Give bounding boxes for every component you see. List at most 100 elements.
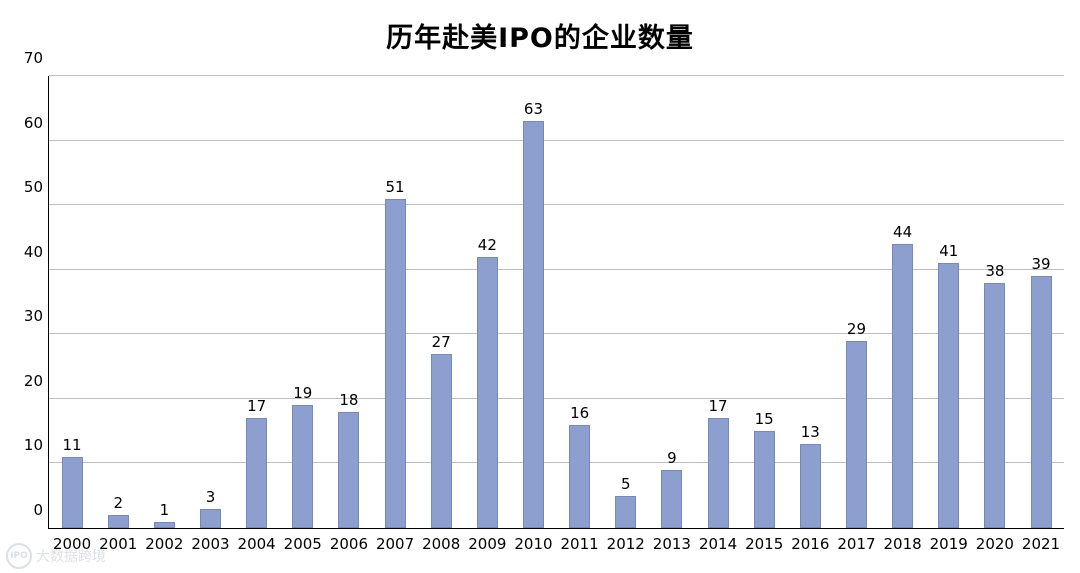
bar-2002	[153, 521, 175, 528]
x-tick-label-2009: 2009	[468, 535, 507, 553]
y-tick-label-70: 70	[23, 49, 43, 67]
bar-column-2020: 38 2020	[972, 76, 1018, 553]
gridline-70	[49, 75, 1064, 76]
x-tick-label-2010: 2010	[514, 535, 553, 553]
x-tick-label-2008: 2008	[422, 535, 461, 553]
x-tick-label-2003: 2003	[191, 535, 230, 553]
plot-area: 0 10 20 30 40 50 60 70 11 2000 2 2001 1 2002 3 2003 17 2…	[24, 49, 1064, 553]
bar-column-2015: 15 2015	[741, 76, 787, 553]
bar-column-2014: 17 2014	[695, 76, 741, 553]
x-tick-label-2018: 2018	[883, 535, 922, 553]
bar-column-2019: 41 2019	[926, 76, 972, 553]
y-tick-label-50: 50	[23, 178, 43, 197]
x-tick-label-2019: 2019	[929, 535, 968, 553]
value-label-2019: 41	[939, 242, 959, 261]
bar-2001	[107, 515, 129, 528]
x-tick-label-2001: 2001	[99, 535, 138, 553]
value-label-2017: 29	[846, 319, 866, 338]
bar-2018	[892, 243, 914, 528]
x-tick-label-2011: 2011	[560, 535, 599, 553]
bar-column-2018: 44 2018	[880, 76, 926, 553]
x-tick-label-2007: 2007	[375, 535, 415, 553]
bar-column-2004: 17 2004	[234, 76, 280, 553]
value-label-2016: 13	[800, 423, 820, 442]
value-label-2007: 51	[385, 177, 405, 196]
bar-column-2005: 19 2005	[280, 76, 326, 553]
bar-column-2013: 9 2013	[649, 76, 695, 553]
bar-column-2000: 11 2000	[49, 76, 95, 553]
bar-2005	[292, 405, 314, 528]
x-tick-label-2016: 2016	[791, 535, 830, 553]
x-tick-label-2013: 2013	[652, 535, 691, 553]
bar-2006	[338, 411, 360, 528]
x-tick-label-2005: 2005	[283, 535, 322, 553]
bar-columns: 11 2000 2 2001 1 2002 3 2003 17 2004 19 2005 18 2006 5…	[49, 76, 1064, 553]
bar-2015	[753, 431, 775, 528]
bar-column-2021: 39 2021	[1018, 76, 1064, 553]
value-label-2000: 11	[62, 435, 82, 454]
value-label-2002: 1	[159, 500, 170, 519]
bar-2007	[384, 198, 406, 528]
gridline-60	[49, 139, 1064, 141]
bar-2014	[707, 418, 729, 528]
bar-2017	[845, 340, 867, 528]
x-tick-label-2000: 2000	[52, 535, 92, 553]
value-label-2006: 18	[339, 390, 359, 409]
bar-2021	[1030, 276, 1052, 528]
bar-column-2008: 27 2008	[418, 76, 464, 553]
value-label-2008: 27	[431, 332, 451, 351]
bar-2003	[199, 508, 221, 528]
value-label-2005: 19	[293, 384, 313, 403]
bar-column-2009: 42 2009	[464, 76, 510, 553]
x-tick-label-2014: 2014	[698, 535, 738, 553]
bar-column-2002: 1 2002	[141, 76, 187, 553]
watermark-logo-icon: IPO	[6, 543, 32, 569]
value-label-2014: 17	[708, 397, 728, 416]
x-tick-label-2012: 2012	[606, 535, 645, 553]
y-tick-label-30: 30	[23, 307, 43, 326]
bar-column-2017: 29 2017	[833, 76, 879, 553]
value-label-2010: 63	[523, 100, 544, 119]
bar-column-2016: 13 2016	[787, 76, 833, 553]
x-tick-label-2002: 2002	[145, 535, 184, 553]
bar-column-2003: 3 2003	[187, 76, 233, 553]
bar-2012	[615, 495, 637, 528]
bar-2000	[61, 456, 83, 528]
bar-2020	[984, 282, 1006, 528]
bar-2013	[661, 469, 683, 528]
bar-column-2010: 63 2010	[510, 76, 556, 553]
bar-2008	[430, 353, 452, 528]
value-label-2015: 15	[754, 410, 774, 429]
y-tick-label-40: 40	[23, 242, 43, 261]
x-tick-label-2004: 2004	[237, 535, 276, 553]
bar-column-2011: 16 2011	[557, 76, 603, 553]
bar-column-2006: 18 2006	[326, 76, 372, 553]
gridline-40	[49, 268, 1064, 270]
gridline-10	[49, 462, 1064, 464]
value-label-2012: 5	[620, 474, 631, 493]
value-label-2021: 39	[1031, 255, 1051, 274]
value-label-2001: 2	[113, 494, 123, 513]
bar-2009	[476, 256, 498, 528]
bar-2011	[569, 424, 591, 528]
x-tick-label-2017: 2017	[837, 535, 876, 553]
value-label-2018: 44	[893, 222, 913, 241]
bar-2019	[938, 263, 960, 528]
bar-column-2001: 2 2001	[95, 76, 141, 553]
value-label-2003: 3	[205, 487, 216, 506]
y-tick-label-60: 60	[23, 113, 43, 132]
gridline-20	[49, 397, 1064, 399]
value-label-2013: 9	[667, 448, 677, 467]
y-tick-label-0: 0	[33, 501, 43, 519]
chart-title: 历年赴美IPO的企业数量	[386, 23, 694, 54]
y-tick-label-10: 10	[23, 436, 43, 455]
x-tick-label-2015: 2015	[745, 535, 784, 553]
value-label-2011: 16	[570, 403, 590, 422]
value-label-2020: 38	[985, 261, 1005, 280]
x-tick-label-2021: 2021	[1021, 535, 1061, 553]
bar-2016	[799, 444, 821, 528]
x-tick-label-2006: 2006	[329, 535, 368, 553]
value-label-2004: 17	[247, 397, 267, 416]
y-tick-label-20: 20	[23, 371, 43, 390]
